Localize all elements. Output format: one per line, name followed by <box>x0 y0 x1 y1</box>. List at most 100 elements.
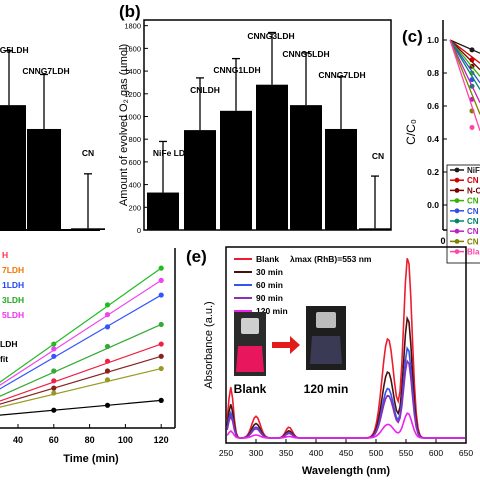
panel-d-data-point <box>158 341 164 347</box>
panel-d-data-point <box>104 368 111 374</box>
panel-d-legend-label: H <box>2 250 8 260</box>
panel-d-data-point <box>158 265 164 271</box>
panel-d-data-point <box>51 341 57 347</box>
panel-d-x-tick-label: 80 <box>85 435 95 445</box>
panel-e-legend-label: 120 min <box>256 306 288 316</box>
panel-c-y-tick-label: 1.0 <box>427 35 439 45</box>
panel-d-data-point <box>104 302 111 308</box>
panel-c-curve <box>449 39 480 54</box>
panel-a-bar-label: CNNG7LDH <box>22 66 69 76</box>
panel-d-data-point <box>158 353 164 359</box>
panel-b-y-tick-label: 1600 <box>124 44 141 53</box>
panel-c-legend-marker <box>454 218 460 224</box>
panel-c-legend-label: NiFe <box>467 166 480 175</box>
panel-d-data-point <box>51 407 57 413</box>
panel-c-y-tick-label: 0.0 <box>427 200 439 210</box>
panel-c-legend-label: CN <box>467 176 479 185</box>
panel-d-data-point <box>51 368 57 374</box>
panel-d-data-point <box>104 324 111 330</box>
panel-b: (b) 0 200 400 600 800 1000 1200 1400 1600 1800 Ni… <box>118 2 392 235</box>
panel-d: 40 60 80 100 120 Time (min) H 7LDH 1LDH 3LDH 5LD… <box>0 248 176 465</box>
panel-d-data-point <box>104 358 111 364</box>
panel-e-legend-label: Blank <box>256 254 279 264</box>
panel-c-legend-marker <box>454 198 460 204</box>
panel-e: (e) 250 300 350 400 450 500 550 600 650 Waveleng… <box>186 246 473 477</box>
panel-b-y-tick-label: 200 <box>128 203 141 212</box>
panel-c-legend-marker <box>454 167 460 173</box>
panel-b-bar <box>359 228 391 230</box>
panel-a: CNNG5LDH CNNG7LDH CN <box>0 45 105 231</box>
panel-b-y-tick-label: 0 <box>137 226 141 235</box>
panel-d-legend-label: LDH <box>0 339 17 349</box>
panel-b-y-tick-label: 400 <box>128 181 141 190</box>
panel-c-y-tick-label: 0.6 <box>427 101 439 111</box>
treated-vial-body <box>310 336 342 364</box>
treated-vial-cap <box>316 312 336 328</box>
panel-c-y-ticks: 0.0 0.2 0.4 0.6 0.8 1.0 <box>427 35 447 210</box>
panel-b-bar-label: CNNG3LDH <box>247 31 294 41</box>
panel-d-data-point <box>51 378 57 384</box>
panel-e-legend-label: 30 min <box>256 267 283 277</box>
panel-d-data-point <box>158 277 164 283</box>
panel-d-fit-line <box>0 367 162 408</box>
panel-b-y-tick-label: 1400 <box>124 67 141 76</box>
panel-b-bar <box>184 130 216 230</box>
panel-c-letter: (c) <box>402 27 423 46</box>
panel-c-y-tick-label: 0.4 <box>427 134 439 144</box>
panel-d-data-point <box>104 343 111 350</box>
panel-b-bar <box>256 84 288 231</box>
panel-b-bar <box>325 128 357 230</box>
panel-c-marker <box>469 47 475 53</box>
panel-e-x-ticks: 250 300 350 400 450 500 550 600 650 <box>219 439 473 458</box>
panel-d-data-point <box>51 385 57 391</box>
panel-d-legend-label: fit <box>0 354 8 364</box>
panel-b-bar-label: CNLDH <box>190 85 220 95</box>
panel-b-y-tick-label: 1800 <box>124 22 141 31</box>
panel-e-curves <box>226 258 465 439</box>
panel-e-x-tick-label: 500 <box>369 448 383 458</box>
panel-c-legend-label: CN <box>467 227 479 236</box>
panel-c-legend-label: CN <box>467 217 479 226</box>
panel-d-legend-label: 7LDH <box>2 265 24 275</box>
panel-c-legend-marker <box>454 249 460 255</box>
panel-a-bar-label: CN <box>82 148 94 158</box>
panel-c-y-axis-label: C/C₀ <box>404 119 418 145</box>
panel-e-spectrum <box>226 412 465 439</box>
panel-d-legend: H 7LDH 1LDH 3LDH 5LDH LDH fit <box>0 250 24 364</box>
panel-d-x-tick-label: 60 <box>49 435 59 445</box>
panel-d-x-ticks: 40 60 80 100 120 <box>13 424 169 445</box>
panel-c-legend-label: CN <box>467 207 479 216</box>
panel-d-series <box>0 265 164 416</box>
panel-e-x-tick-label: 650 <box>459 448 473 458</box>
panel-d-data-point <box>104 402 111 408</box>
panel-e-x-tick-label: 300 <box>249 448 263 458</box>
panel-c-x-tick: 0 <box>440 236 445 246</box>
panel-c-legend-marker <box>454 208 460 214</box>
panel-e-x-tick-label: 350 <box>279 448 293 458</box>
panel-e-legend-label: 60 min <box>256 280 283 290</box>
panel-c-legend-label: CN <box>467 237 479 246</box>
inset-label-120min: 120 min <box>304 382 349 396</box>
panel-e-y-axis-label: Absorbance (a.u.) <box>203 301 215 388</box>
panel-d-legend-label: 3LDH <box>2 295 24 305</box>
panel-d-x-tick-label: 40 <box>13 435 23 445</box>
panel-b-y-tick-label: 1200 <box>124 90 141 99</box>
panel-e-inset: Blank 120 min <box>234 306 349 396</box>
panel-c-legend-label: Bla <box>467 248 480 257</box>
panel-c-curve <box>449 39 480 71</box>
panel-c-legend-marker <box>454 228 460 234</box>
panel-d-x-axis-label: Time (min) <box>63 453 119 465</box>
panel-d-legend-label: 1LDH <box>2 280 24 290</box>
panel-c-curve <box>449 39 480 103</box>
panel-c-curves <box>449 39 480 131</box>
panel-b-bar-label: CNNG5LDH <box>282 49 329 59</box>
panel-e-x-tick-label: 250 <box>219 448 233 458</box>
panel-b-bar <box>220 110 252 230</box>
panel-c-legend-label: CN <box>467 197 479 206</box>
panel-d-data-point <box>51 390 57 396</box>
panel-e-x-tick-label: 400 <box>309 448 323 458</box>
panel-b-bar-label: NiFe LDH <box>153 148 191 158</box>
panel-a-bar <box>27 128 61 230</box>
